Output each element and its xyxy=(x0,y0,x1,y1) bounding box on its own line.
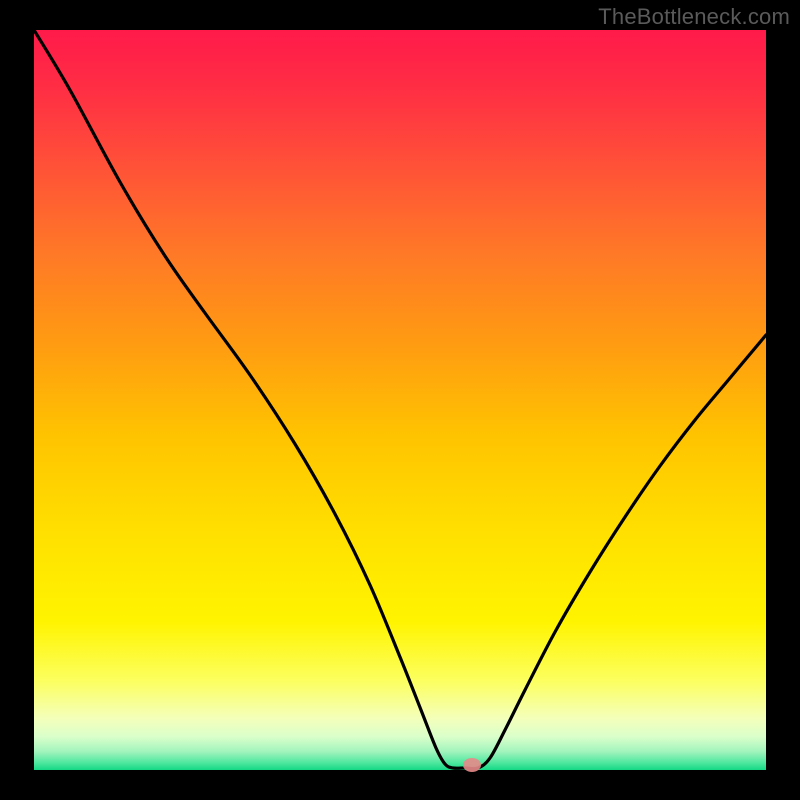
bottleneck-chart xyxy=(0,0,800,800)
optimum-marker xyxy=(463,758,481,772)
